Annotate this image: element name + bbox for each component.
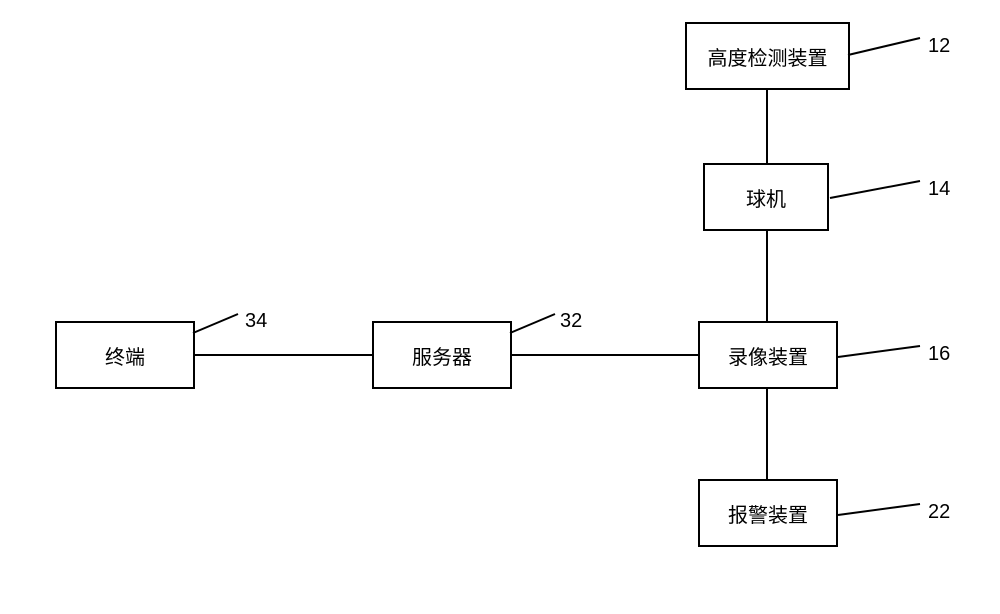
ref-label-34: 34 <box>245 310 267 333</box>
leader-lines <box>0 0 1000 614</box>
edge-recording-to-alarm <box>766 389 768 479</box>
edge-dome-to-recording <box>766 231 768 321</box>
node-label: 服务器 <box>412 341 472 370</box>
node-alarm-device: 报警装置 <box>698 479 838 547</box>
node-label: 高度检测装置 <box>708 42 828 71</box>
ref-label-32: 32 <box>560 310 582 333</box>
node-label: 报警装置 <box>728 499 808 528</box>
ref-label-22: 22 <box>928 501 950 524</box>
ref-label-16: 16 <box>928 343 950 366</box>
edge-server-to-recording <box>512 354 698 356</box>
node-label: 录像装置 <box>728 341 808 370</box>
edge-height-to-dome <box>766 90 768 163</box>
node-label: 终端 <box>105 341 145 370</box>
node-label: 球机 <box>746 183 786 212</box>
node-height-detection: 高度检测装置 <box>685 22 850 90</box>
node-server: 服务器 <box>372 321 512 389</box>
edge-terminal-to-server <box>195 354 372 356</box>
ref-label-14: 14 <box>928 178 950 201</box>
node-dome-camera: 球机 <box>703 163 829 231</box>
ref-label-12: 12 <box>928 35 950 58</box>
node-terminal: 终端 <box>55 321 195 389</box>
node-recording-device: 录像装置 <box>698 321 838 389</box>
